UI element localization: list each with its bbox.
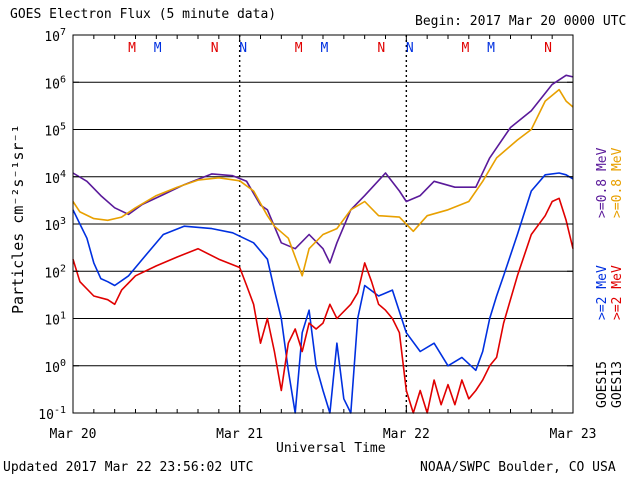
series-line — [72, 197, 574, 414]
gridlines — [73, 81, 573, 367]
noon-marker: N — [406, 41, 414, 56]
x-tick-label: Mar 21 — [216, 427, 263, 442]
legend-goes13-high: >=0.8 MeV — [610, 147, 625, 218]
x-tick-label: Mar 20 — [50, 427, 97, 442]
updated-timestamp: Updated 2017 Mar 22 23:56:02 UTC — [3, 460, 254, 475]
y-tick-label: 101 — [44, 311, 66, 329]
x-tick-label: Mar 22 — [383, 427, 430, 442]
begin-time: Begin: 2017 Mar 20 0000 UTC — [415, 14, 627, 29]
noon-marker: N — [544, 41, 552, 56]
noon-marker: N — [239, 41, 247, 56]
y-tick-labels: 10-1 100 101 102 103 104 105 106 107 — [38, 27, 573, 423]
chart-title: GOES Electron Flux (5 minute data) — [10, 7, 277, 22]
legend-goes13-low: >=2 MeV — [610, 265, 625, 320]
x-axis-label: Universal Time — [276, 441, 386, 456]
y-tick-label: 10-1 — [38, 405, 66, 423]
noon-marker: M — [295, 41, 303, 56]
x-tick-label: Mar 23 — [550, 427, 597, 442]
noon-marker: N — [211, 41, 219, 56]
noon-marker: M — [154, 41, 162, 56]
y-axis-label: Particles cm⁻²s⁻¹sr⁻¹ — [9, 124, 27, 314]
legend-goes15-low: >=2 MeV — [595, 265, 610, 320]
legend-goes13-label: GOES13 — [610, 361, 625, 408]
credit-text: NOAA/SWPC Boulder, CO USA — [420, 460, 616, 475]
day-dividers — [72, 35, 574, 413]
noon-marker: M — [320, 41, 328, 56]
noon-marker: M — [128, 41, 136, 56]
y-tick-label: 102 — [44, 263, 66, 281]
noon-marker: N — [377, 41, 385, 56]
series-lines — [72, 74, 574, 414]
y-tick-label: 105 — [44, 122, 66, 140]
y-tick-label: 103 — [44, 216, 66, 234]
noon-marker: M — [487, 41, 495, 56]
legend-goes15-label: GOES15 — [595, 361, 610, 408]
noon-marker: M — [461, 41, 469, 56]
legend-goes15-high: >=0.8 MeV — [595, 147, 610, 218]
y-tick-label: 104 — [44, 169, 66, 187]
y-tick-label: 106 — [44, 74, 66, 92]
x-tick-labels: Mar 20 Mar 21 Mar 22 Mar 23 — [50, 427, 597, 442]
y-tick-label: 107 — [44, 27, 66, 45]
series-line — [72, 74, 574, 264]
y-tick-label: 100 — [44, 358, 66, 376]
series-line — [72, 88, 574, 277]
series-line — [72, 172, 574, 414]
